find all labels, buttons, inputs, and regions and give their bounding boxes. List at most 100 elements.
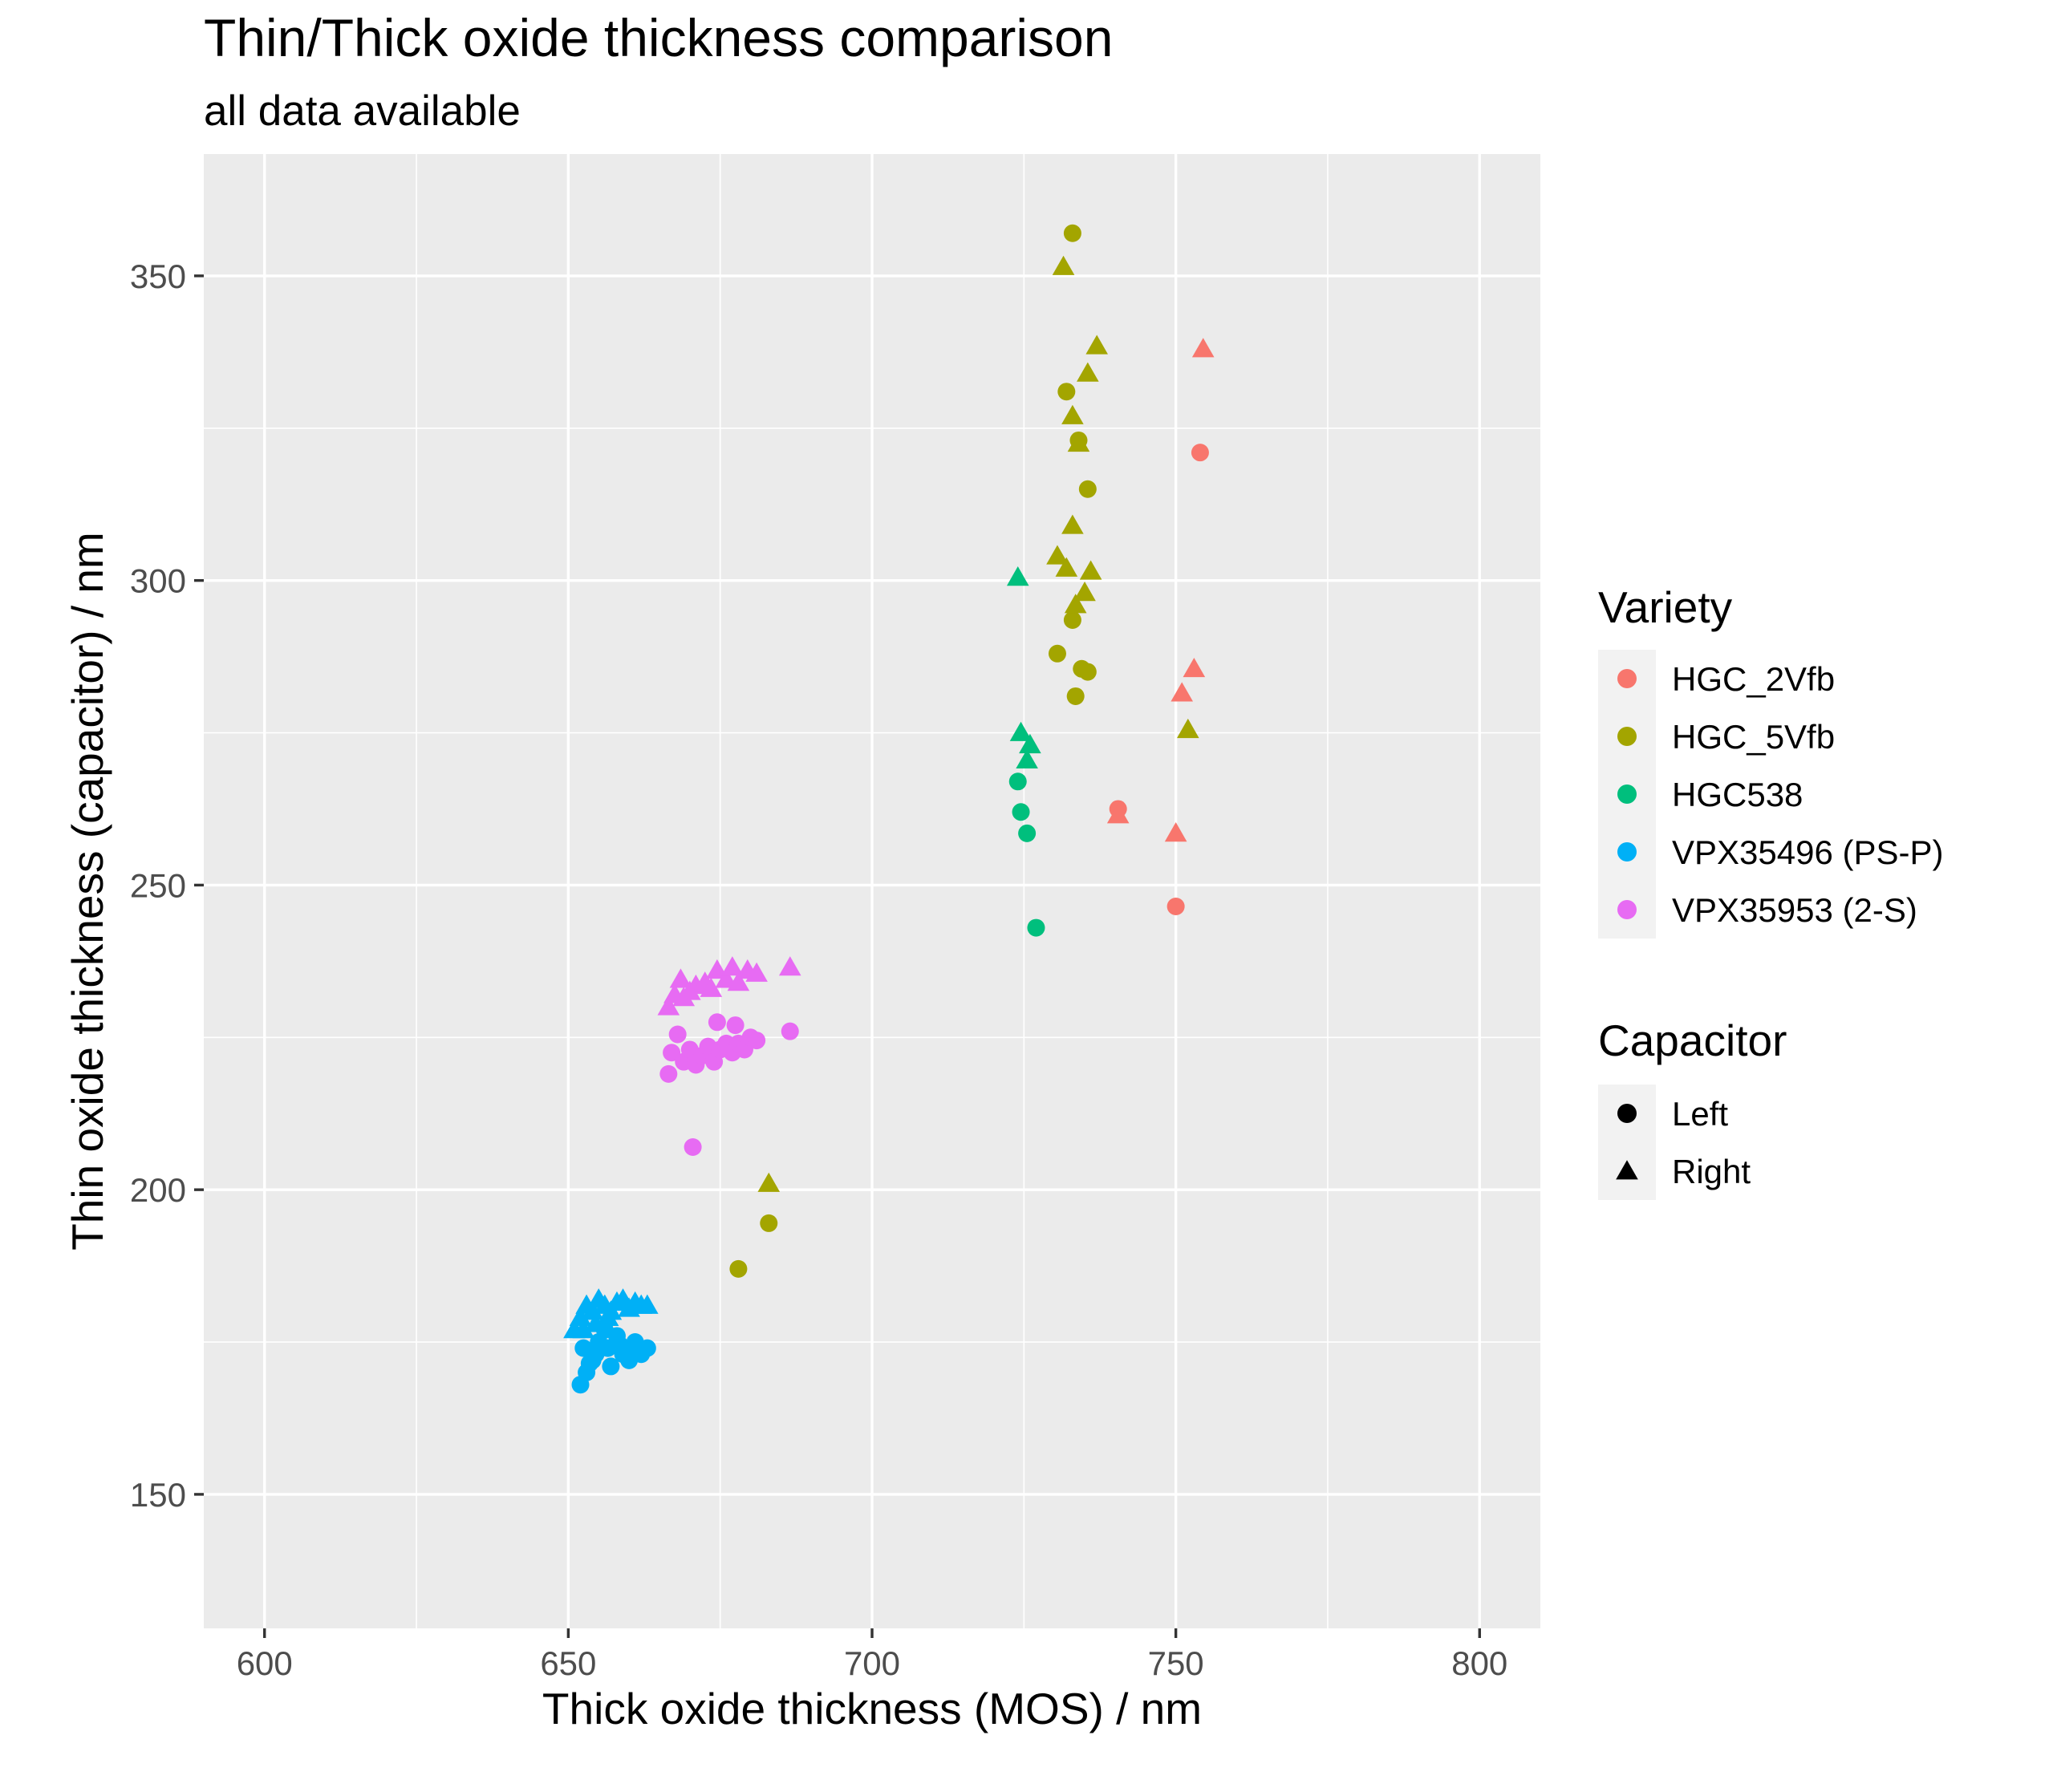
data-point-right [1019, 733, 1041, 754]
grid-major [204, 154, 1540, 1628]
data-point-left [1048, 644, 1066, 663]
data-point-right [1061, 404, 1084, 424]
data-point-right [581, 1300, 604, 1320]
data-point-left [668, 1025, 687, 1044]
x-tick-label: 650 [540, 1644, 596, 1682]
data-point-right [584, 1312, 607, 1332]
y-tick-label: 300 [130, 562, 186, 600]
x-tick-label: 600 [237, 1644, 293, 1682]
data-point-left [602, 1357, 620, 1376]
data-point-right [669, 968, 692, 988]
data-point-right [569, 1306, 592, 1327]
data-point-left [748, 1032, 766, 1050]
data-point-right [757, 1172, 781, 1192]
data-point-right [1006, 566, 1029, 586]
legend-variety-key [1617, 727, 1637, 746]
data-point-left [1008, 772, 1027, 791]
data-point-left [726, 1016, 745, 1035]
legend-variety-key [1617, 842, 1637, 862]
data-point-right [727, 971, 750, 991]
data-point-right [1055, 557, 1078, 577]
data-point-right [745, 962, 768, 982]
x-tick-label: 800 [1451, 1644, 1507, 1682]
legend-capacitor-keys: Left Right [1598, 1085, 1751, 1200]
legend-capacitor-label: Right [1672, 1153, 1751, 1190]
legend-variety-title: Variety [1598, 582, 1733, 632]
data-point-right [778, 956, 801, 976]
data-point-left [760, 1214, 778, 1232]
data-point-right [721, 956, 744, 976]
data-points [563, 224, 1215, 1394]
data-point-left [638, 1339, 656, 1357]
data-point-right [1073, 582, 1096, 602]
data-point-right [715, 968, 738, 988]
data-point-right [1052, 255, 1075, 275]
y-tick-label: 250 [130, 866, 186, 904]
legend-capacitor-title: Capacitor [1598, 1016, 1787, 1065]
data-point-left [684, 1137, 702, 1156]
x-axis-label: Thick oxide thickness (MOS) / nm [542, 1684, 1202, 1733]
data-point-left [1012, 803, 1030, 821]
data-point-right [1191, 338, 1215, 358]
x-tick-label: 700 [844, 1644, 900, 1682]
legend-capacitor-label: Left [1672, 1095, 1728, 1133]
legend-capacitor-key-circle [1617, 1104, 1637, 1123]
data-point-right [1009, 721, 1033, 741]
data-point-right [1077, 362, 1099, 382]
data-point-right [1085, 334, 1108, 355]
data-point-right [672, 987, 696, 1007]
data-point-left [1027, 918, 1045, 937]
data-point-left [623, 1339, 641, 1357]
data-point-right [596, 1306, 619, 1327]
data-point-left [1063, 611, 1081, 630]
data-point-left [580, 1354, 598, 1372]
legend-capacitor-key-triangle [1616, 1160, 1638, 1180]
legend-variety-key [1617, 900, 1637, 919]
legend-variety-key [1617, 785, 1637, 804]
legend-variety-label: HGC_2Vfb [1672, 660, 1835, 698]
data-point-right [1106, 804, 1130, 824]
data-point-left [708, 1013, 726, 1032]
data-point-left [1057, 383, 1076, 401]
data-point-left [1066, 687, 1085, 705]
legend-variety-label: VPX35953 (2-S) [1672, 891, 1917, 929]
y-tick-label: 150 [130, 1476, 186, 1514]
y-tick-label: 350 [130, 257, 186, 295]
chart-subtitle: all data available [204, 87, 521, 135]
legend-variety-keys: HGC_2Vfb HGC_5Vfb HGC538 VPX35496 (PS-P) VPX… [1598, 650, 1944, 939]
data-point-right [572, 1319, 595, 1339]
data-point-left [1018, 824, 1037, 842]
data-point-left [663, 1044, 681, 1062]
data-point-right [700, 977, 723, 997]
data-point-left [1166, 897, 1185, 915]
data-point-right [1164, 822, 1187, 842]
data-point-right [657, 995, 680, 1016]
data-point-left [1078, 480, 1097, 498]
data-point-right [1046, 545, 1069, 565]
data-point-right [636, 1294, 659, 1314]
data-point-right [1079, 560, 1102, 580]
data-point-left [781, 1022, 799, 1040]
data-point-left [1078, 663, 1097, 681]
data-point-left [1063, 224, 1081, 242]
chart-title: Thin/Thick oxide thickness comparison [204, 8, 1113, 67]
x-axis: 600 650 700 750 800 [237, 1628, 1507, 1682]
y-tick-label: 200 [130, 1171, 186, 1209]
data-point-right [1176, 718, 1199, 739]
data-point-right [1171, 682, 1194, 702]
data-point-right [1061, 514, 1084, 534]
data-point-left [1191, 444, 1209, 462]
x-tick-label: 750 [1148, 1644, 1204, 1682]
data-point-right [1067, 432, 1090, 452]
data-point-right [1064, 594, 1087, 614]
data-point-right [1183, 657, 1206, 678]
legend: Variety HGC_2Vfb HGC_5Vfb HGC538 VPX35496 (… [1598, 582, 1944, 1200]
y-axis-label: Thin oxide thickness (capacitor) / nm [63, 532, 112, 1251]
data-point-right [1016, 748, 1038, 769]
legend-variety-key [1617, 669, 1637, 688]
legend-variety-label: HGC538 [1672, 776, 1803, 813]
data-point-left [729, 1259, 748, 1278]
legend-variety-label: HGC_5Vfb [1672, 718, 1835, 756]
legend-variety-label: VPX35496 (PS-P) [1672, 833, 1944, 871]
